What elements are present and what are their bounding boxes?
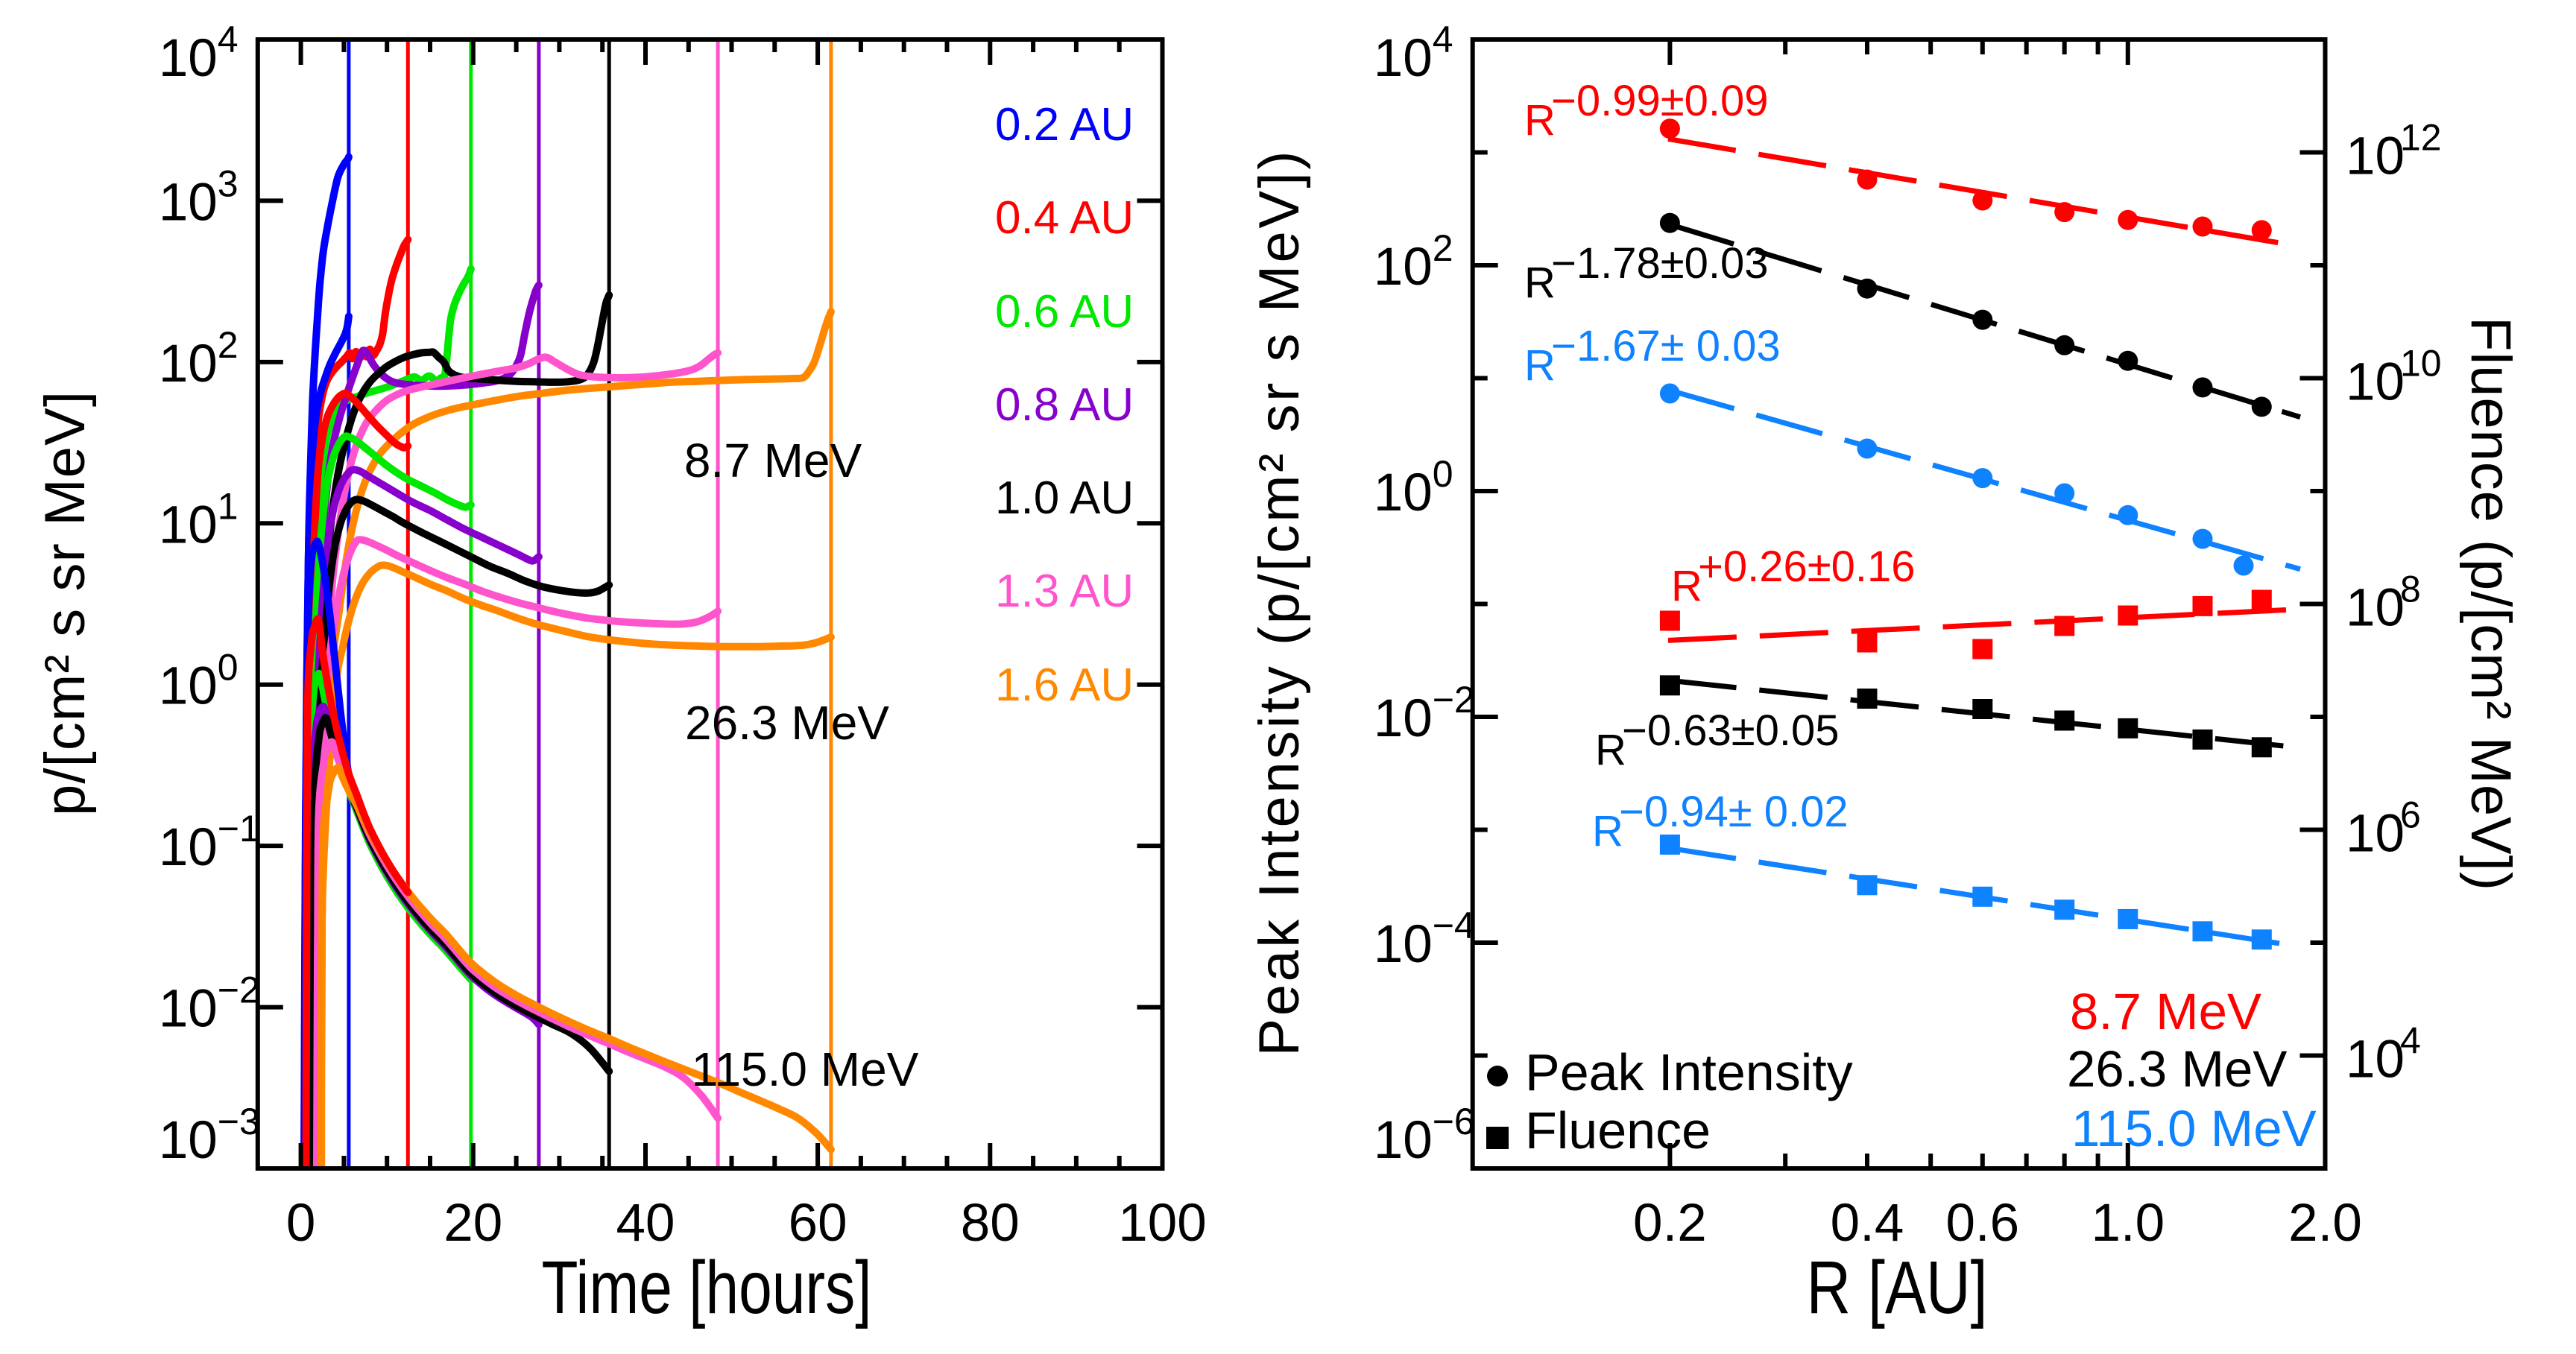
svg-text:4: 4 <box>2400 1020 2421 1062</box>
svg-text:R: R <box>1524 259 1556 307</box>
svg-text:1.6 AU: 1.6 AU <box>995 659 1134 711</box>
svg-text:Fluence: Fluence <box>1525 1101 1711 1160</box>
svg-text:R: R <box>1592 807 1623 855</box>
svg-text:−0.99±0.09: −0.99±0.09 <box>1551 77 1768 125</box>
svg-text:R: R <box>1595 726 1626 774</box>
svg-text:−1: −1 <box>218 808 260 850</box>
svg-text:0.4 AU: 0.4 AU <box>995 192 1134 244</box>
svg-text:−2: −2 <box>1433 679 1475 721</box>
svg-text:p/[cm² s sr MeV]: p/[cm² s sr MeV] <box>34 391 97 816</box>
svg-text:0.8 AU: 0.8 AU <box>995 379 1134 431</box>
svg-text:10: 10 <box>2346 805 2405 864</box>
svg-text:10: 10 <box>1374 464 1433 522</box>
svg-text:0: 0 <box>286 1194 316 1253</box>
svg-text:10: 10 <box>1374 1111 1433 1170</box>
svg-text:−0.94± 0.02: −0.94± 0.02 <box>1619 788 1849 836</box>
svg-text:60: 60 <box>789 1194 847 1253</box>
svg-text:Peak Intensity (p/[cm² sr s Me: Peak Intensity (p/[cm² sr s MeV]) <box>1248 151 1311 1057</box>
svg-text:10: 10 <box>159 980 218 1039</box>
svg-text:Fluence (p/[cm² MeV]): Fluence (p/[cm² MeV]) <box>2459 317 2522 890</box>
svg-text:R: R <box>1524 96 1556 145</box>
svg-text:2: 2 <box>1433 227 1453 269</box>
svg-text:R [AU]: R [AU] <box>1807 1246 1988 1329</box>
svg-text:4: 4 <box>218 19 239 60</box>
svg-text:0: 0 <box>218 647 239 689</box>
svg-text:10: 10 <box>159 657 218 716</box>
svg-text:−0.63±0.05: −0.63±0.05 <box>1622 706 1839 755</box>
svg-text:−3: −3 <box>218 1101 260 1142</box>
svg-text:8.7 MeV: 8.7 MeV <box>684 434 862 487</box>
svg-text:6: 6 <box>2400 794 2421 836</box>
svg-text:10: 10 <box>159 173 218 232</box>
svg-text:26.3 MeV: 26.3 MeV <box>685 696 889 750</box>
svg-text:−2: −2 <box>218 969 260 1011</box>
svg-text:10: 10 <box>2400 343 2442 385</box>
svg-text:10: 10 <box>1374 29 1433 88</box>
svg-text:Peak Intensity: Peak Intensity <box>1525 1043 1853 1101</box>
svg-text:0.6: 0.6 <box>1945 1194 2019 1253</box>
svg-text:10: 10 <box>159 1111 218 1170</box>
svg-text:2.0: 2.0 <box>2288 1194 2362 1253</box>
svg-text:10: 10 <box>159 496 218 554</box>
svg-text:26.3 MeV: 26.3 MeV <box>2067 1040 2287 1098</box>
svg-text:8: 8 <box>2400 569 2421 610</box>
svg-text:20: 20 <box>443 1194 502 1253</box>
svg-text:0.6 AU: 0.6 AU <box>995 286 1134 338</box>
svg-text:3: 3 <box>218 162 239 204</box>
svg-text:−1.78±0.03: −1.78±0.03 <box>1551 239 1768 288</box>
svg-text:100: 100 <box>1118 1194 1206 1253</box>
svg-text:R: R <box>1671 562 1702 610</box>
svg-text:0.2 AU: 0.2 AU <box>995 99 1134 151</box>
svg-text:+0.26±0.16: +0.26±0.16 <box>1698 542 1915 591</box>
svg-text:115.0 MeV: 115.0 MeV <box>692 1043 919 1096</box>
svg-text:1.3 AU: 1.3 AU <box>995 566 1134 617</box>
svg-text:−6: −6 <box>1433 1101 1475 1142</box>
svg-text:10: 10 <box>2346 353 2405 412</box>
svg-text:Time [hours]: Time [hours] <box>542 1246 872 1329</box>
svg-text:10: 10 <box>2346 127 2405 186</box>
svg-text:10: 10 <box>159 335 218 393</box>
svg-text:10: 10 <box>2346 579 2405 638</box>
svg-text:80: 80 <box>961 1194 1020 1253</box>
svg-text:10: 10 <box>1374 689 1433 748</box>
svg-text:1.0: 1.0 <box>2091 1194 2165 1253</box>
svg-text:40: 40 <box>616 1194 675 1253</box>
svg-text:4: 4 <box>1433 19 1453 60</box>
svg-text:−1.67± 0.03: −1.67± 0.03 <box>1551 322 1781 370</box>
svg-text:12: 12 <box>2400 117 2442 159</box>
svg-text:115.0 MeV: 115.0 MeV <box>2071 1100 2317 1157</box>
svg-text:2: 2 <box>218 324 239 366</box>
svg-text:10: 10 <box>1374 915 1433 974</box>
svg-text:10: 10 <box>1374 238 1433 297</box>
svg-text:1.0 AU: 1.0 AU <box>995 472 1134 524</box>
svg-text:R: R <box>1524 341 1556 390</box>
svg-text:0.2: 0.2 <box>1633 1194 1707 1253</box>
svg-text:−4: −4 <box>1433 905 1475 946</box>
svg-text:10: 10 <box>159 818 218 877</box>
svg-text:0.4: 0.4 <box>1831 1194 1904 1253</box>
svg-text:1: 1 <box>218 485 239 527</box>
svg-text:10: 10 <box>2346 1031 2405 1089</box>
svg-text:0: 0 <box>1433 453 1453 495</box>
svg-text:8.7 MeV: 8.7 MeV <box>2070 983 2261 1040</box>
svg-text:10: 10 <box>159 29 218 88</box>
